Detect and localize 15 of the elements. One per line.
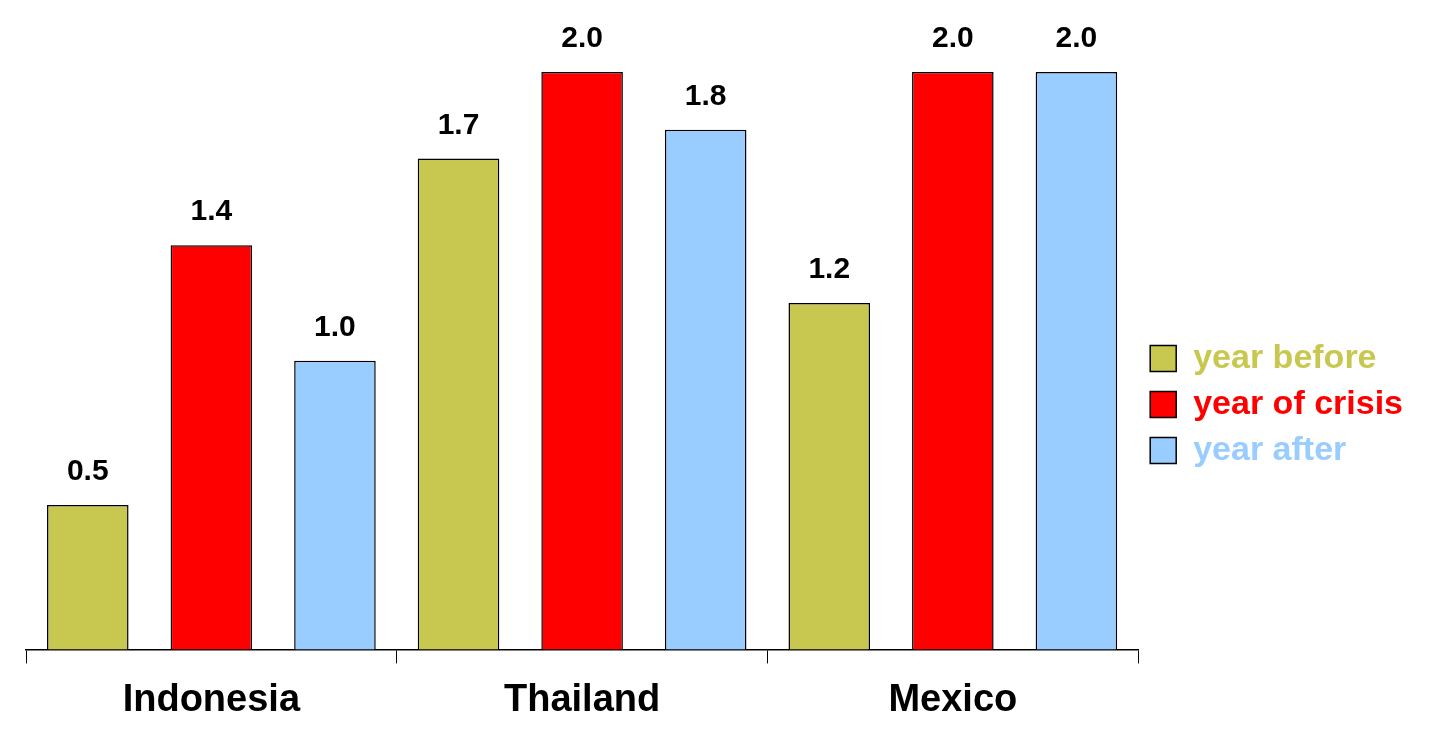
data-label: 1.7 [437, 106, 480, 140]
x-tick-label: Indonesia [122, 676, 301, 719]
data-label: 1.2 [808, 251, 851, 285]
data-label: 2.0 [931, 20, 974, 54]
legend-label: year before [1193, 336, 1377, 375]
data-label: 2.0 [561, 20, 603, 54]
data-label: 0.5 [66, 453, 109, 487]
data-label: 2.0 [1055, 20, 1098, 54]
legend-label: year after [1193, 428, 1347, 467]
data-label: 1.4 [190, 193, 233, 227]
x-tick-label: Thailand [503, 676, 661, 719]
data-label: 1.0 [314, 308, 356, 342]
legend-label: year of crisis [1193, 382, 1403, 421]
x-tick-label: Mexico [888, 676, 1018, 719]
data-label: 1.8 [684, 78, 727, 112]
